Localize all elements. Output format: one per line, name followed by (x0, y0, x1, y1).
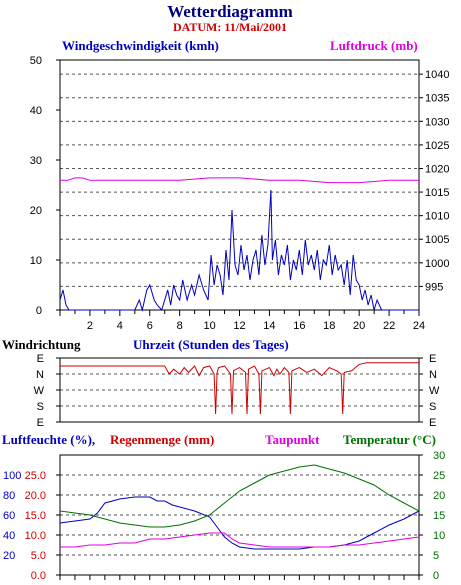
wind-direction-title: Windrichtung (2, 337, 81, 352)
time-tick-label: 2 (87, 320, 93, 332)
direction-label-right: E (429, 417, 436, 429)
time-tick-label: 22 (383, 320, 395, 332)
pressure-tick-label: 1030 (425, 116, 449, 128)
pressure-tick-label: 1025 (425, 140, 449, 152)
time-tick-label: 10 (203, 320, 215, 332)
time-tick-label: 14 (263, 320, 275, 332)
wind-tick-label: 10 (30, 255, 42, 267)
humidity-title: Luftfeuchte (%), (2, 432, 95, 447)
time-tick-label: 12 (233, 320, 245, 332)
humidity-tick-label: 20 (3, 550, 15, 562)
pressure-tick-label: 1020 (425, 163, 449, 175)
time-tick-label: 18 (323, 320, 335, 332)
pressure-line (60, 177, 419, 184)
chart-date: DATUM: 11/Mai/2001 (173, 20, 287, 34)
wind-speed-line (59, 189, 419, 312)
pressure-tick-label: 1040 (425, 69, 449, 81)
dewpoint-title: Taupunkt (265, 432, 320, 447)
wind-tick-label: 30 (30, 155, 42, 167)
rain-tick-label: 25.0 (25, 470, 46, 482)
wind-plot-frame (59, 59, 420, 311)
time-tick-label: 4 (117, 320, 123, 332)
rain-tick-label: 0.0 (31, 570, 46, 582)
direction-label-right: E (429, 353, 436, 365)
pressure-tick-label: 1010 (425, 211, 449, 223)
direction-label-left: E (37, 353, 44, 365)
direction-label-right: N (429, 369, 437, 381)
wind-tick-label: 50 (30, 55, 42, 67)
time-tick-label: 16 (293, 320, 305, 332)
direction-label-left: E (37, 417, 44, 429)
pressure-tick-label: 1015 (425, 187, 449, 199)
wind-speed-title: Windgeschwindigkeit (kmh) (62, 38, 219, 53)
direction-label-left: S (37, 401, 44, 413)
temp-tick-label: 25 (433, 470, 445, 482)
temp-tick-label: 30 (433, 450, 445, 462)
temp-tick-label: 20 (433, 490, 445, 502)
direction-label-left: N (36, 369, 44, 381)
pressure-tick-label: 1000 (425, 258, 449, 270)
rain-tick-label: 20.0 (25, 490, 46, 502)
temperature-title: Temperatur (°C) (343, 432, 436, 447)
rain-title: Regenmenge (mm) (110, 432, 214, 447)
direction-plot-frame (59, 357, 420, 423)
humidity-tick-label: 40 (3, 530, 15, 542)
temp-tick-label: 15 (433, 510, 445, 522)
temp-tick-label: 10 (433, 530, 445, 542)
humidity-plot-frame (59, 454, 420, 576)
rain-tick-label: 10.0 (25, 530, 46, 542)
pressure-title: Luftdruck (mb) (330, 38, 418, 53)
humidity-tick-label: 60 (3, 510, 15, 522)
time-tick-label: 6 (147, 320, 153, 332)
chart-title: Wetterdiagramm (167, 2, 293, 21)
pressure-tick-label: 995 (425, 281, 443, 293)
wind-direction-line (60, 362, 419, 415)
direction-label-right: S (429, 401, 436, 413)
time-axis-title: Uhrzeit (Stunden des Tages) (133, 337, 289, 352)
pressure-tick-label: 1005 (425, 234, 449, 246)
direction-label-right: W (429, 385, 440, 397)
direction-label-left: W (34, 385, 45, 397)
temp-tick-label: 0 (433, 570, 439, 582)
time-tick-label: 20 (353, 320, 365, 332)
dewpoint-line (60, 532, 420, 548)
wind-tick-label: 20 (30, 205, 42, 217)
time-tick-label: 8 (177, 320, 183, 332)
rain-tick-label: 5.0 (31, 550, 46, 562)
wind-tick-label: 0 (36, 305, 42, 317)
pressure-tick-label: 1035 (425, 93, 449, 105)
wind-tick-label: 40 (30, 105, 42, 117)
rain-tick-label: 15.0 (25, 510, 46, 522)
humidity-tick-label: 100 (3, 470, 21, 482)
temperature-line (59, 464, 420, 528)
temp-tick-label: 5 (433, 550, 439, 562)
time-tick-label: 24 (413, 320, 425, 332)
humidity-tick-label: 80 (3, 490, 15, 502)
humidity-line (59, 496, 420, 550)
